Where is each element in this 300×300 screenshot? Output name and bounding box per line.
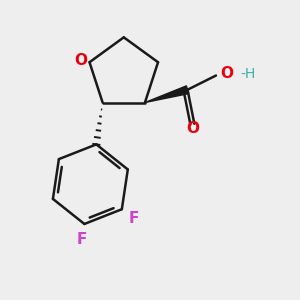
Text: O: O (186, 121, 199, 136)
Text: O: O (220, 66, 233, 81)
Text: O: O (74, 53, 87, 68)
Text: F: F (77, 232, 87, 247)
Polygon shape (145, 86, 189, 103)
Text: F: F (129, 211, 139, 226)
Text: -H: -H (240, 67, 255, 81)
